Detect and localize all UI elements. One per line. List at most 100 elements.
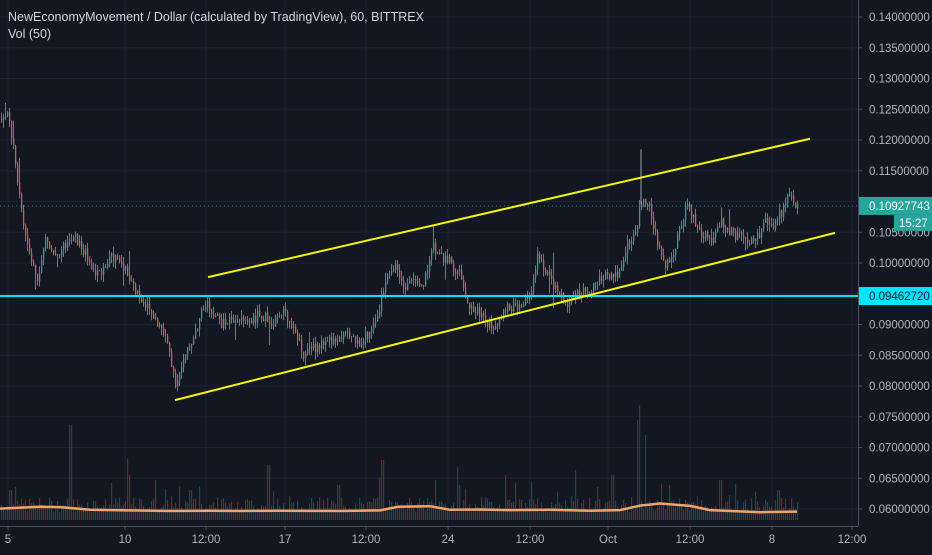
candle-body [405, 287, 407, 291]
candle-body [543, 260, 545, 270]
candle-body [137, 290, 139, 294]
candle-body [221, 319, 223, 329]
countdown-label-box [894, 214, 932, 231]
candle-body [389, 273, 391, 275]
volume-bar [123, 504, 125, 520]
candle-body [647, 204, 649, 206]
candle-body [255, 315, 257, 322]
volume-bar [321, 509, 323, 520]
candle-body [235, 321, 237, 323]
candle-body [101, 270, 103, 275]
candle-body [199, 318, 201, 330]
volume-bar [543, 508, 545, 520]
candle-body [789, 194, 791, 197]
volume-bar [299, 511, 301, 520]
candle-body [723, 218, 725, 228]
volume-bar [759, 507, 761, 520]
volume-bar [91, 511, 93, 520]
candle-body [495, 325, 497, 329]
candle-body [185, 354, 187, 360]
volume-bar [57, 500, 59, 520]
price-tick-label: 0.12000000 [869, 135, 930, 147]
candle-body [435, 242, 437, 254]
candle-body [655, 228, 657, 233]
volume-bar [495, 510, 497, 520]
volume-bar [191, 490, 193, 520]
volume-bar [243, 510, 245, 520]
candlesticks [1, 102, 799, 392]
candle-body [205, 307, 207, 310]
volume-bar [651, 504, 653, 520]
volume-bar [135, 506, 137, 520]
volume-bar [43, 505, 45, 520]
volume-bar [723, 507, 725, 520]
volume-bar [339, 485, 341, 520]
candle-body [693, 214, 695, 218]
candle-body [665, 260, 667, 269]
volume-bar [253, 505, 255, 520]
candle-body [511, 309, 513, 312]
candle-body [725, 227, 727, 232]
volume-bar [395, 501, 397, 520]
candle-body [139, 290, 141, 298]
volume-bar [207, 508, 209, 520]
volume-bar [31, 502, 33, 520]
volume-bar [561, 505, 563, 520]
candle-body [419, 283, 421, 286]
volume-bar [41, 504, 43, 520]
volume-bar [87, 502, 89, 520]
candle-body [115, 255, 117, 262]
candle-body [545, 269, 547, 275]
candle-body [597, 283, 599, 285]
volume-bar [35, 505, 37, 520]
candle-body [717, 227, 719, 233]
current-price-label: 0.10927743 [869, 201, 930, 213]
volume-bar [39, 497, 41, 520]
volume-bar [143, 505, 145, 520]
volume-bar [705, 505, 707, 520]
candle-body [751, 237, 753, 245]
candle-body [719, 226, 721, 228]
volume-bar [749, 511, 751, 520]
volume-bar [441, 501, 443, 520]
volume-bar [165, 489, 167, 520]
price-tick-label: 0.12500000 [869, 104, 930, 116]
current-price-label-box [859, 196, 932, 215]
candle-body [141, 297, 143, 303]
candle-body [321, 341, 323, 349]
candle-body [459, 269, 461, 272]
candle-body [473, 306, 475, 313]
candle-body [563, 292, 565, 302]
volume-bar [347, 509, 349, 520]
candle-body [245, 320, 247, 321]
candle-body [211, 310, 213, 314]
volume-bar [329, 507, 331, 520]
volume-bar [567, 506, 569, 520]
volume-bar [289, 496, 291, 520]
candle-body [173, 367, 175, 373]
time-tick-label: 12:00 [516, 534, 545, 546]
volume-bar [739, 511, 741, 520]
candle-body [523, 304, 525, 307]
volume-bar [247, 498, 249, 520]
volume-bar [315, 510, 317, 520]
candle-body [771, 224, 773, 226]
price-tick-label: 0.14000000 [869, 12, 930, 24]
candle-body [81, 240, 83, 250]
volume-bar [587, 511, 589, 520]
volume-bar [745, 499, 747, 520]
candle-body [351, 336, 353, 338]
volume-bar [443, 504, 445, 520]
candle-body [497, 323, 499, 326]
candle-body [193, 338, 195, 344]
candle-body [143, 302, 145, 304]
candle-body [765, 218, 767, 223]
gridlines [0, 0, 858, 526]
volume-bar [585, 509, 587, 520]
candle-body [223, 318, 225, 329]
candle-body [447, 255, 449, 263]
volume-bar [223, 498, 225, 520]
candle-body [273, 325, 275, 327]
